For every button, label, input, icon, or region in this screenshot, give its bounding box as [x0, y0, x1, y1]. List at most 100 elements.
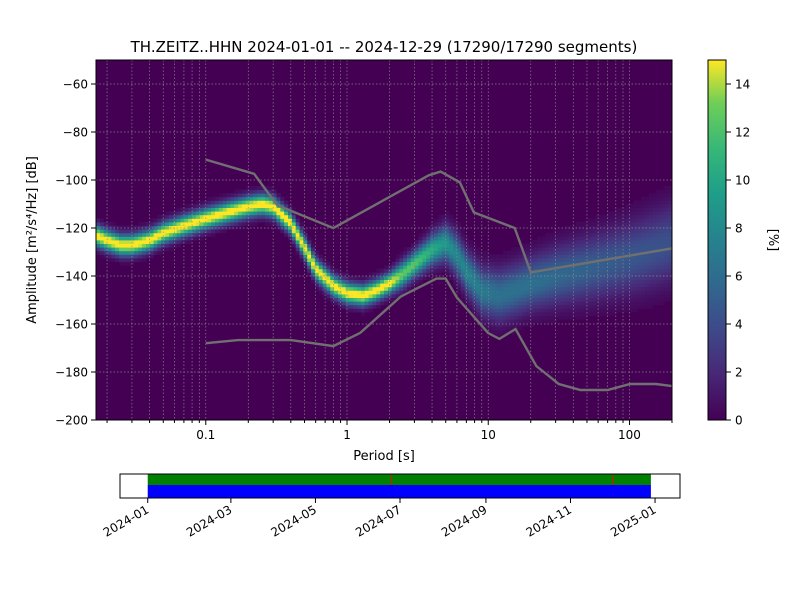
- heatmap-cell: [234, 218, 239, 223]
- heatmap-cell: [652, 214, 658, 219]
- heatmap-cell: [522, 265, 527, 270]
- heatmap-cell: [514, 297, 519, 302]
- heatmap-cell: [476, 294, 481, 298]
- heatmap-cell: [445, 258, 450, 262]
- heatmap-cell: [188, 218, 193, 223]
- heatmap-cell: [403, 265, 408, 270]
- heatmap-cell: [476, 297, 481, 302]
- heatmap-cell: [96, 236, 101, 241]
- heatmap-cell: [491, 279, 496, 284]
- heatmap-cell: [341, 294, 346, 298]
- heatmap-cell: [576, 308, 581, 313]
- heatmap-cell: [529, 261, 535, 266]
- heatmap-cell: [506, 290, 512, 295]
- heatmap-cell: [276, 196, 281, 201]
- heatmap-cell: [291, 225, 297, 230]
- heatmap-cell: [464, 250, 469, 255]
- heatmap-cell: [495, 322, 500, 327]
- heatmap-cell: [403, 268, 408, 273]
- heatmap-cell: [222, 207, 227, 212]
- heatmap-cell: [648, 200, 654, 205]
- heatmap-cell: [241, 218, 247, 223]
- heatmap-cell: [122, 247, 128, 252]
- heatmap-cell: [403, 258, 408, 262]
- heatmap-cell: [218, 229, 224, 234]
- heatmap-cell: [510, 308, 515, 313]
- heatmap-cell: [572, 294, 577, 298]
- heatmap-cell: [625, 272, 631, 277]
- heatmap-cell: [506, 261, 512, 266]
- heatmap-cell: [491, 286, 496, 291]
- heatmap-cell: [322, 258, 327, 262]
- heatmap-cell: [506, 315, 512, 320]
- heatmap-cell: [464, 290, 469, 295]
- heatmap-cell: [249, 211, 254, 216]
- heatmap-cell: [641, 304, 646, 309]
- heatmap-cell: [291, 222, 297, 226]
- heatmap-cell: [414, 261, 419, 266]
- heatmap-cell: [249, 193, 254, 198]
- heatmap-cell: [449, 261, 454, 266]
- heatmap-cell: [537, 286, 542, 291]
- heatmap-cell: [299, 254, 304, 259]
- heatmap-cell: [303, 243, 308, 248]
- heatmap-cell: [499, 312, 504, 316]
- heatmap-cell: [456, 276, 462, 280]
- heatmap-cell: [637, 204, 642, 208]
- heatmap-cell: [618, 229, 623, 234]
- heatmap-cell: [341, 301, 346, 306]
- heatmap-cell: [522, 283, 527, 288]
- heatmap-cell: [656, 200, 661, 205]
- heatmap-cell: [487, 258, 492, 262]
- heatmap-cell: [495, 312, 500, 316]
- heatmap-cell: [506, 312, 512, 316]
- heatmap-cell: [591, 308, 596, 313]
- heatmap-cell: [172, 243, 178, 248]
- heatmap-cell: [276, 225, 281, 230]
- heatmap-cell: [495, 315, 500, 320]
- heatmap-cell: [541, 261, 546, 266]
- heatmap-cell: [422, 240, 427, 244]
- heatmap-cell: [261, 200, 266, 205]
- heatmap-cell: [364, 276, 370, 280]
- heatmap-cell: [203, 204, 208, 208]
- heatmap-cell: [629, 240, 634, 244]
- heatmap-cell: [560, 272, 565, 277]
- heatmap-cell: [633, 272, 638, 277]
- heatmap-cell: [587, 265, 592, 270]
- heatmap-cell: [552, 276, 558, 280]
- heatmap-cell: [599, 225, 604, 230]
- heatmap-cell: [522, 315, 527, 320]
- heatmap-cell: [295, 240, 300, 244]
- heatmap-cell: [211, 222, 216, 226]
- heatmap-cell: [518, 276, 523, 280]
- heatmap-cell: [660, 196, 665, 201]
- heatmap-cell: [483, 312, 489, 316]
- heatmap-cell: [602, 222, 608, 226]
- heatmap-cell: [549, 312, 554, 316]
- heatmap-cell: [203, 222, 208, 226]
- heatmap-cell: [652, 211, 658, 216]
- heatmap-cell: [633, 225, 638, 230]
- heatmap-cell: [414, 279, 419, 284]
- heatmap-cell: [591, 265, 596, 270]
- heatmap-cell: [222, 214, 227, 219]
- heatmap-cell: [622, 279, 627, 284]
- heatmap-cell: [560, 290, 565, 295]
- heatmap-cell: [407, 286, 412, 291]
- heatmap-cell: [122, 261, 128, 266]
- heatmap-cell: [426, 258, 431, 262]
- heatmap-cell: [180, 229, 185, 234]
- heatmap-cell: [618, 276, 623, 280]
- heatmap-cell: [622, 247, 627, 252]
- heatmap-cell: [599, 243, 604, 248]
- heatmap-cell: [184, 236, 189, 241]
- heatmap-cell: [249, 204, 254, 208]
- heatmap-cell: [583, 232, 588, 237]
- heatmap-cell: [579, 250, 585, 255]
- heatmap-cell: [468, 304, 473, 309]
- heatmap-cell: [456, 258, 462, 262]
- heatmap-cell: [549, 240, 554, 244]
- heatmap-cell: [568, 297, 573, 302]
- heatmap-cell: [529, 254, 535, 259]
